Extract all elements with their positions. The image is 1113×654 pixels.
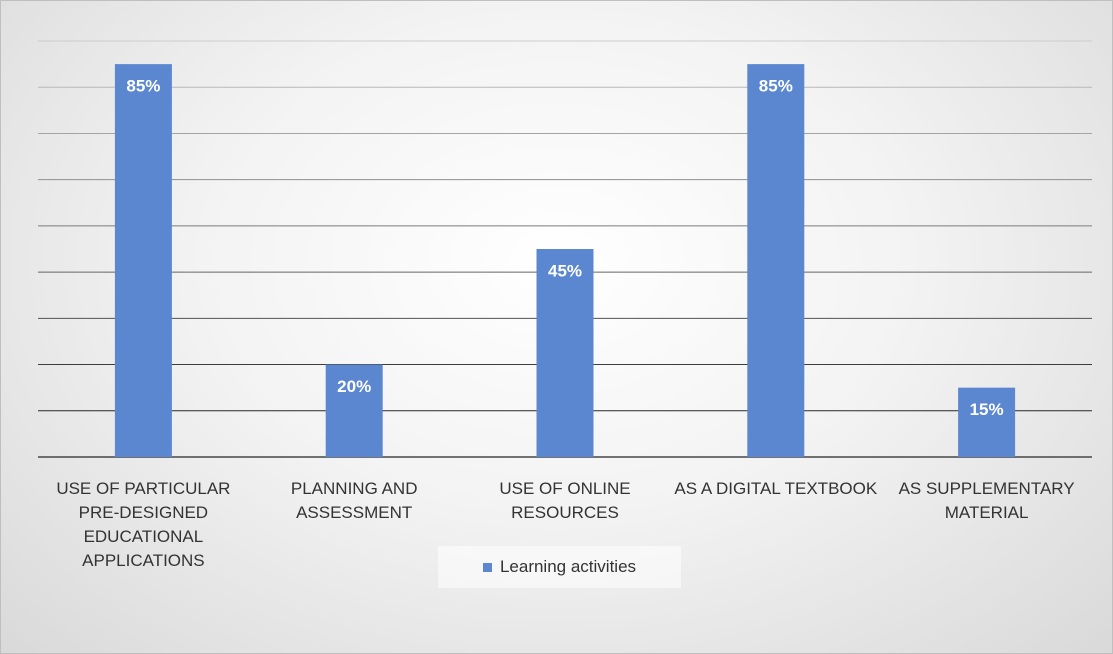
x-tick-label: AS SUPPLEMENTARY MATERIAL [898,479,1075,522]
data-label: 85% [126,77,160,96]
bar [536,249,594,457]
legend-label: Learning activities [499,557,637,576]
bar [747,64,805,457]
data-label: 20% [337,377,371,396]
bar [325,364,383,457]
data-label: 15% [970,400,1004,419]
legend: Learning activities [438,546,681,588]
x-tick-label: USE OF PARTICULAR PRE-DESIGNED EDUCATION… [56,479,231,570]
x-tick-label: PLANNING AND ASSESSMENT [290,479,418,522]
x-tick-label: AS A DIGITAL TEXTBOOK [674,479,878,498]
bar [114,64,172,457]
bar [958,387,1016,457]
data-label: 45% [548,261,582,280]
data-label: 85% [759,77,793,96]
legend-swatch [482,562,492,572]
x-tick-label: USE OF ONLINE RESOURCES [499,479,631,522]
